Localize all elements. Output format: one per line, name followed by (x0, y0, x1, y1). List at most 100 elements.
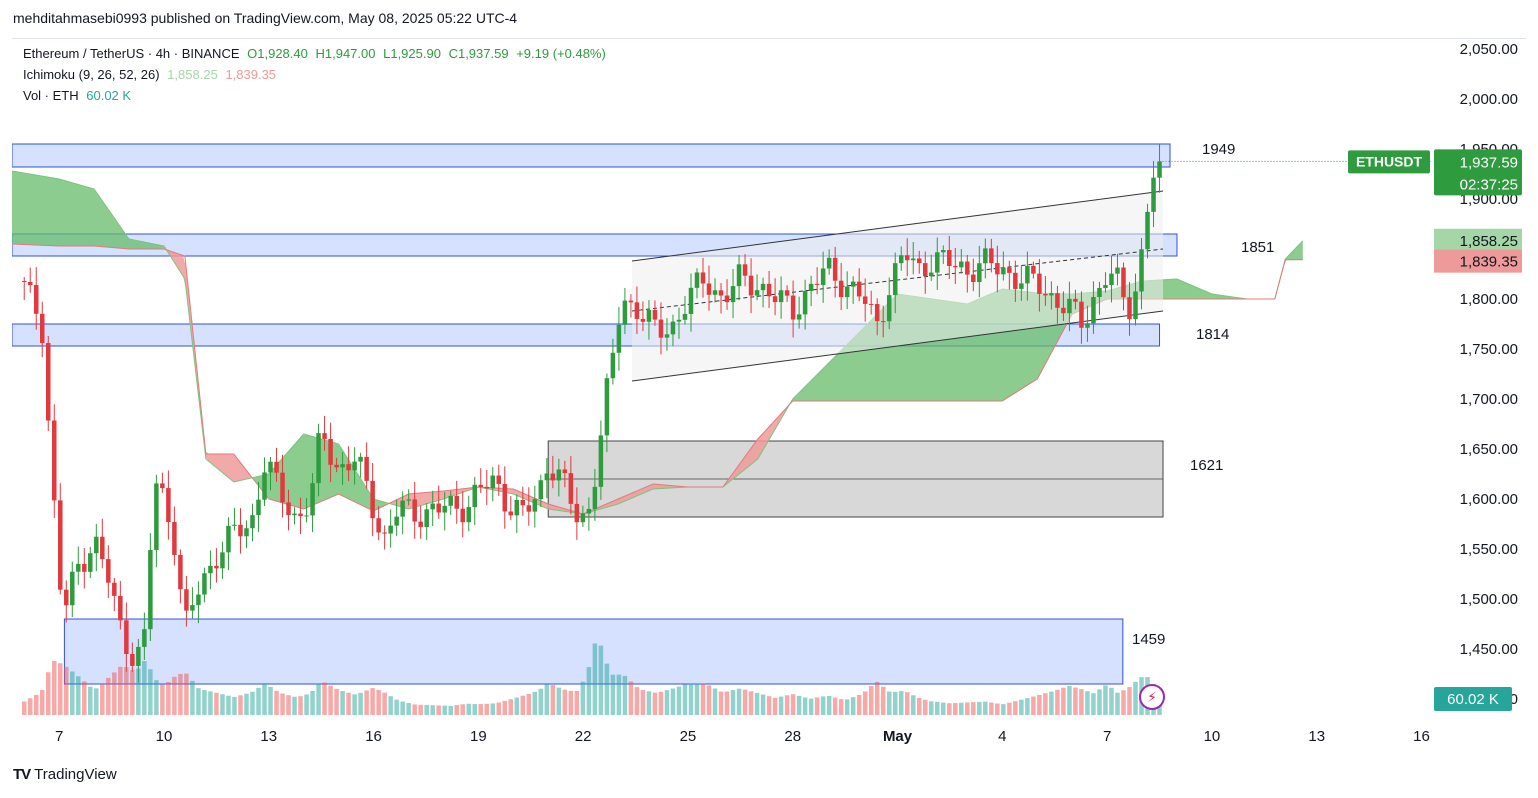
volume-bar (832, 697, 838, 715)
volume-bar (130, 669, 135, 715)
volume-bar (1079, 689, 1084, 715)
span-a-tag (1434, 228, 1522, 252)
volume-bar (1007, 702, 1012, 715)
candle-body (376, 518, 381, 533)
y-tick-label: 1,800.00 (1460, 291, 1518, 308)
candle-body (172, 521, 177, 555)
volume-bar (208, 691, 213, 715)
volume-bar (244, 693, 249, 715)
volume-bar (604, 663, 610, 715)
volume-bar (478, 704, 484, 715)
volume-bar (154, 680, 159, 715)
legend-volume-label[interactable]: Vol · ETH (23, 88, 79, 103)
volume-bar (1019, 699, 1024, 715)
volume-bar (370, 688, 375, 715)
candle-body (1043, 293, 1048, 296)
volume-bar (256, 687, 261, 715)
legend-ichimoku-span-a: 1,858.25 (167, 67, 218, 82)
span-a-text: 1,858.25 (1460, 233, 1518, 250)
volume-bar (814, 697, 820, 715)
candle-body (124, 620, 129, 654)
footer-brand[interactable]: TV TradingView (13, 766, 117, 783)
volume-bar (340, 691, 345, 715)
candle-body (688, 287, 694, 314)
x-tick-label: 16 (365, 728, 382, 745)
candle-body (178, 554, 183, 590)
ichimoku-cloud-bear (721, 407, 787, 487)
candle-body (340, 464, 345, 468)
candle-body (862, 296, 868, 304)
volume-bar (484, 703, 490, 715)
volume-bar (862, 691, 868, 715)
volume-bar (646, 691, 652, 715)
candle-body (52, 420, 57, 501)
candle-body (814, 283, 820, 285)
volume-bar (232, 696, 237, 715)
volume-bar (172, 676, 177, 715)
volume-bar (490, 703, 496, 715)
candle-body (142, 629, 147, 647)
volume-bar (316, 683, 321, 715)
candle-body (772, 296, 778, 303)
legend-volume-row[interactable]: Vol · ETH 60.02 K (23, 88, 135, 103)
volume-bar (454, 705, 459, 715)
volume-bar (916, 698, 922, 715)
candle-body (382, 532, 387, 534)
candle-body (346, 464, 351, 471)
volume-bar (886, 691, 892, 715)
candle-body (256, 499, 261, 516)
candle-body (1007, 267, 1012, 273)
legend-ichimoku-row[interactable]: Ichimoku (9, 26, 52, 26) 1,858.25 1,839.… (23, 67, 280, 82)
candle-body (947, 249, 952, 266)
volume-bar (766, 696, 772, 715)
candle-body (352, 461, 357, 471)
candle-body (70, 571, 75, 606)
x-tick-label: 13 (260, 728, 277, 745)
volume-bar (1073, 687, 1078, 715)
candle-body (676, 319, 682, 322)
volume-bar (1037, 694, 1042, 715)
volume-bar (640, 689, 646, 715)
candle-body (616, 324, 622, 353)
y-tick-label: 1,600.00 (1460, 491, 1518, 508)
volume-tag-text: 60.02 K (1447, 691, 1499, 708)
candle-body (556, 469, 562, 481)
candle-body (628, 300, 634, 303)
volume-bar (106, 677, 111, 715)
volume-bar (436, 705, 441, 715)
legend-ichimoku-label[interactable]: Ichimoku (9, 26, 52, 26) (23, 67, 160, 82)
volume-bar (274, 690, 279, 715)
volume-bar (880, 686, 886, 715)
candle-body (796, 314, 802, 320)
candle-body (910, 258, 916, 261)
candle-body (1031, 265, 1036, 274)
price-chart[interactable]: 194918511814162114592,050.002,000.001,95… (12, 39, 1526, 749)
y-tick-label: 1,500.00 (1460, 591, 1518, 608)
volume-bar (58, 663, 63, 715)
volume-bar (508, 699, 514, 715)
legend-symbol-row: Ethereum / TetherUS · 4h · BINANCE O1,92… (23, 46, 610, 61)
y-tick-label: 1,450.00 (1460, 641, 1518, 658)
candle-body (904, 255, 910, 261)
candle-body (1151, 177, 1156, 212)
legend-symbol[interactable]: Ethereum / TetherUS · 4h · BINANCE (23, 46, 240, 61)
volume-bar (364, 690, 369, 715)
candle-body (550, 473, 556, 481)
candle-body (923, 263, 928, 277)
candle-body (706, 283, 712, 295)
candle-body (580, 513, 586, 523)
candle-body (226, 525, 231, 553)
volume-bar (214, 692, 219, 715)
candle-body (82, 563, 87, 572)
volume-bar (1043, 693, 1048, 715)
volume-bar (718, 691, 724, 715)
candle-body (995, 263, 1000, 275)
lightning-icon[interactable]: ⚡ (1139, 684, 1165, 710)
volume-bar (706, 685, 712, 715)
volume-bar (472, 704, 477, 715)
candle-body (880, 321, 886, 323)
candle-body (850, 281, 856, 287)
candle-body (160, 483, 165, 489)
chart-frame[interactable]: 194918511814162114592,050.002,000.001,95… (12, 38, 1526, 749)
candle-body (112, 582, 117, 596)
